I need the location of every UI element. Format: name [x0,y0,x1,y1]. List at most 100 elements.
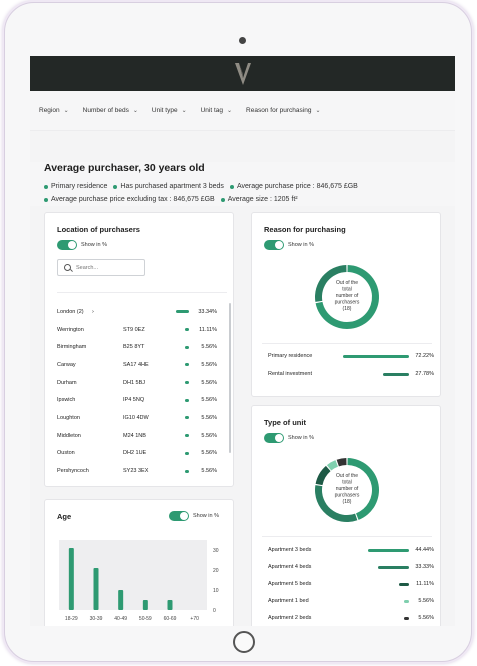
divider [262,536,432,537]
toggle-switch[interactable] [264,240,284,250]
row-bar [383,373,409,376]
location-bar [185,345,189,349]
donut-center-text: purchasers [335,493,360,499]
reason-card: Reason for purchasing Show in % Out of t… [251,212,441,397]
x-tick-label: 18-29 [65,616,78,622]
chevron-down-icon: ⌄ [181,108,187,114]
bullet-text: Primary residence [51,183,108,190]
reason-toggle[interactable]: Show in % [264,240,314,250]
x-tick-label: +70 [190,616,199,622]
donut-center-text: Out of the [336,473,358,479]
donut-center-text: (18) [343,499,352,505]
filter-dropdown[interactable]: Number of beds ⌄ [83,107,138,114]
filter-dropdown[interactable]: Region ⌄ [39,107,69,114]
bullet-text: Average purchase price excluding tax : 8… [51,196,215,203]
location-bar [185,434,189,438]
location-bar [176,310,189,314]
summary-bullet: Primary residence [44,180,107,193]
location-scrollbar[interactable] [229,303,231,453]
bullet-text: Average purchase price : 846,675 £GB [236,183,358,190]
filter-label: Unit type [151,107,178,114]
x-tick-label: 60-69 [164,616,177,622]
top-bar [30,56,455,91]
row-label: Apartment 4 beds [268,564,312,570]
toggle-label: Show in % [288,435,314,441]
filter-label: Number of beds [82,107,129,114]
filter-bar: Region ⌄ Number of beds ⌄ Unit type ⌄ Unit tag… [30,91,455,131]
summary-bullet: Average purchase price excluding tax : 8… [44,193,215,206]
age-card: Age Show in % 0 10 20 30 18-29 30-39 40-49 50-5… [44,499,234,626]
location-percent: 5.56% [201,397,217,404]
chevron-down-icon: ⌄ [227,108,233,114]
home-button[interactable] [233,631,255,653]
location-name: Ouston [57,450,75,457]
location-postcode: DH1 5BJ [123,379,146,386]
location-percent: 5.56% [201,432,217,439]
filter-dropdown[interactable]: Unit tag ⌄ [201,107,232,114]
donut-center-text: (18) [343,306,352,312]
location-row[interactable]: London (2) › 33.34% [57,303,217,321]
row-percent: 5.56% [418,598,434,604]
row-label: Apartment 3 beds [268,547,312,553]
bullet-dot-icon [113,184,118,189]
location-percent: 11.11% [199,326,217,333]
row-percent: 72.22% [415,353,434,359]
row-bar [342,355,409,358]
age-bar [118,590,124,610]
bullet-dot-icon [229,184,234,189]
brand-logo-icon [234,62,251,85]
filter-dropdown[interactable]: Unit type ⌄ [152,107,187,114]
row-percent: 11.11% [416,581,434,587]
toggle-label: Show in % [288,242,314,248]
location-postcode: B25 8YT [123,344,145,351]
search-input[interactable] [76,264,136,271]
location-percent: 5.56% [201,379,217,386]
location-postcode: IP4 5NQ [123,397,145,404]
unit-toggle[interactable]: Show in % [264,433,314,443]
location-row: Carway SA17 4HE 5.56% [57,356,217,374]
age-bar [93,568,99,610]
camera-icon [239,37,246,44]
chevron-right-icon[interactable]: › [92,308,94,315]
screen: Region ⌄ Number of beds ⌄ Unit type ⌄ Unit tag… [30,56,455,626]
y-tick-label: 30 [213,548,219,554]
location-name: Ipswich [57,397,76,404]
toggle-switch[interactable] [57,240,77,250]
location-name: Carway [57,361,76,368]
location-card: Location of purchasers Show in % London … [44,212,234,487]
chevron-down-icon: ⌄ [132,108,138,114]
filter-dropdown[interactable]: Reason for purchasing ⌄ [246,107,320,114]
row-label: Apartment 1 bed [268,598,309,604]
location-percent: 5.56% [201,468,217,475]
search-box[interactable] [57,259,145,276]
donut-slice [315,265,347,302]
location-bar [185,398,189,402]
toggle-switch[interactable] [264,433,284,443]
location-toggle[interactable]: Show in % [57,240,107,250]
row-bar [398,583,409,586]
donut-center-text: total [342,480,351,486]
y-tick-label: 20 [213,568,219,574]
filter-label: Unit tag [200,107,224,114]
donut-center-text: number of [336,486,359,492]
donut-slice [347,458,379,520]
bullet-dot-icon [44,184,48,189]
location-postcode: ST9 0EZ [123,326,145,333]
location-row: Loughton IG10 4DW 5.56% [57,409,217,427]
location-postcode: DH2 1UE [123,450,147,457]
age-bar [68,548,74,610]
location-row: Durham DH1 5BJ 5.56% [57,374,217,392]
location-percent: 33.34% [198,308,217,315]
location-bar [184,328,189,332]
location-postcode: SA17 4HE [123,361,149,368]
location-row: Werrington ST9 0EZ 11.11% [57,321,217,339]
location-name: Werrington [57,326,84,333]
toggle-switch[interactable] [169,511,189,521]
unit-title: Type of unit [264,418,306,427]
location-bar [185,451,189,455]
age-toggle[interactable]: Show in % [169,511,219,521]
location-row: Birmingham B25 8YT 5.56% [57,338,217,356]
y-tick-label: 0 [213,608,216,614]
